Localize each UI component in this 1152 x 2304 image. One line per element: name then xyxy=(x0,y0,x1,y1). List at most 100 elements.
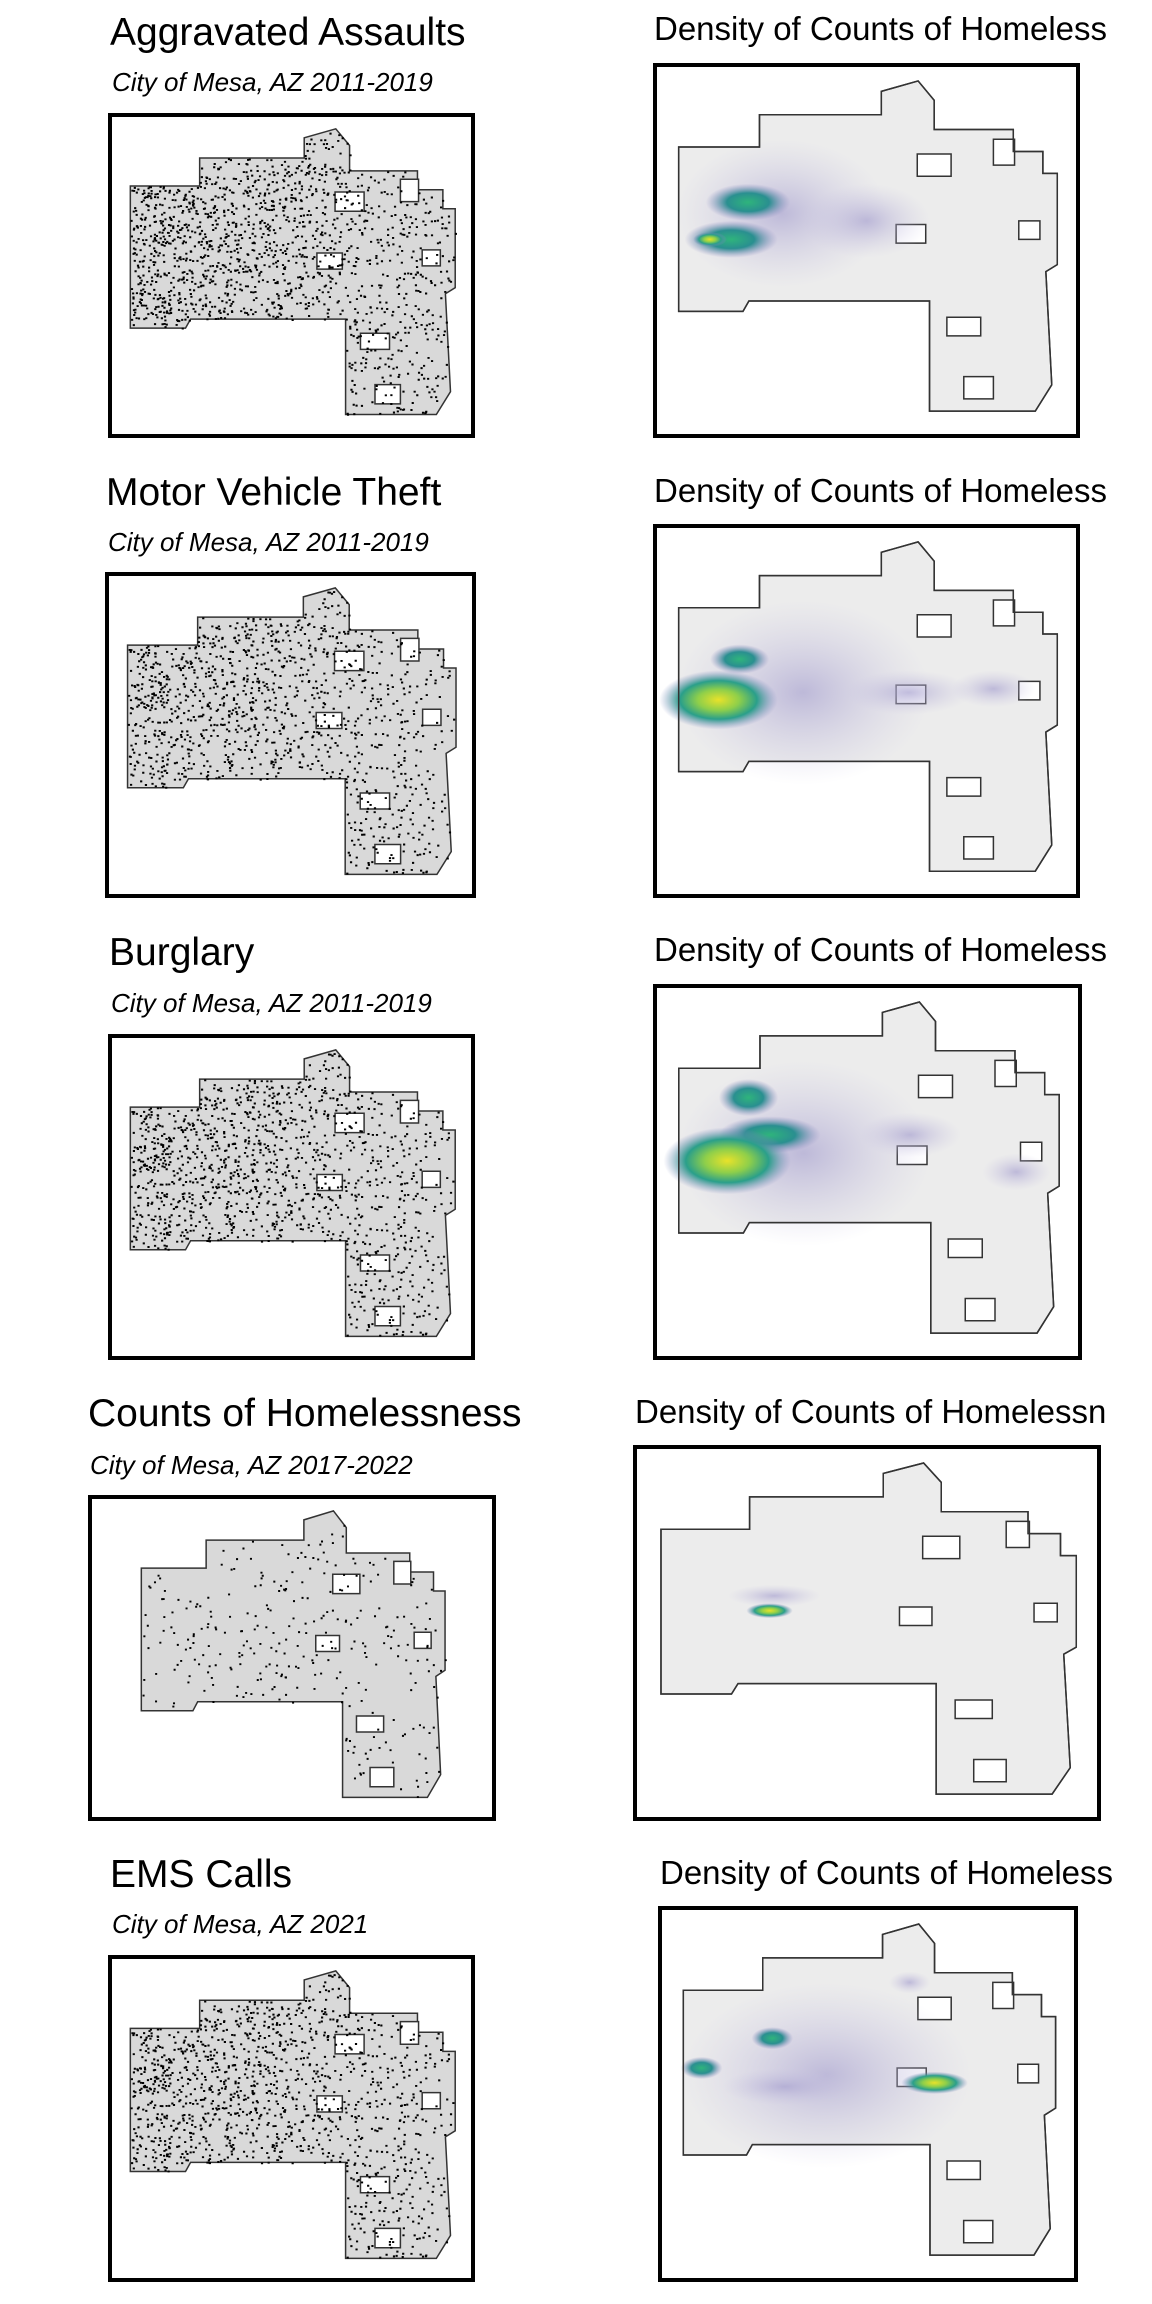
city-boundary-line xyxy=(683,1924,1055,2255)
density-blob xyxy=(845,670,973,715)
panel-subtitle: City of Mesa, AZ 2017-2022 xyxy=(90,1450,413,1480)
boundary-hole xyxy=(995,1060,1016,1086)
boundary-hole xyxy=(899,1607,931,1626)
boundary-hole xyxy=(423,709,441,725)
boundary-hole xyxy=(400,2022,418,2045)
density-blob xyxy=(803,183,930,258)
density-blob xyxy=(684,220,778,258)
density-blob xyxy=(888,1971,931,1994)
boundary-hole xyxy=(965,1298,995,1320)
incident-map xyxy=(128,588,456,875)
density-blob xyxy=(901,2071,968,2094)
density-blob xyxy=(746,1603,793,1619)
density-title: Density of Counts of Homeless xyxy=(660,1854,1113,1891)
incident-map xyxy=(130,1971,455,2259)
density-blob xyxy=(751,2027,794,2050)
boundary-hole xyxy=(947,317,981,336)
boundary-hole xyxy=(335,1113,364,1132)
boundary-hole xyxy=(375,844,401,863)
density-blob xyxy=(659,670,778,730)
boundary-hole xyxy=(422,2093,440,2109)
boundary-hole xyxy=(356,1716,383,1732)
incident-map xyxy=(141,1511,446,1798)
panel-subtitle: City of Mesa, AZ 2011-2019 xyxy=(108,527,429,557)
density-map xyxy=(659,542,1057,871)
boundary-hole xyxy=(923,1536,960,1558)
boundary-hole xyxy=(919,1075,953,1097)
density-map xyxy=(681,1924,1056,2255)
boundary-hole xyxy=(947,2161,980,2180)
boundary-hole xyxy=(333,1574,360,1593)
density-map xyxy=(676,81,1057,411)
boundary-hole xyxy=(414,1632,431,1648)
boundary-hole xyxy=(335,651,364,670)
panel-title: Motor Vehicle Theft xyxy=(106,471,441,514)
density-blob xyxy=(705,183,791,221)
density-title: Density of Counts of Homeless xyxy=(654,472,1107,509)
boundary-hole xyxy=(1018,2064,1039,2083)
boundary-hole xyxy=(1034,1603,1057,1622)
panel-subtitle: City of Mesa, AZ 2021 xyxy=(112,1909,368,1939)
boundary-hole xyxy=(917,154,951,176)
boundary-hole xyxy=(422,250,440,266)
boundary-hole xyxy=(1019,221,1040,240)
panel-subtitle: City of Mesa, AZ 2011-2019 xyxy=(111,988,432,1018)
density-blob xyxy=(663,1127,791,1195)
boundary-hole xyxy=(1006,1521,1029,1547)
boundary-hole xyxy=(400,179,418,201)
boundary-hole xyxy=(974,1759,1006,1781)
boundary-hole xyxy=(993,139,1014,165)
panel-title: Burglary xyxy=(109,931,255,974)
boundary-hole xyxy=(948,1239,982,1258)
boundary-hole xyxy=(375,2228,400,2247)
city-boundary-line xyxy=(679,1002,1059,1333)
city-boundary-line xyxy=(661,1463,1076,1794)
boundary-hole xyxy=(360,793,389,809)
density-blob xyxy=(722,2067,848,2106)
density-blob xyxy=(951,670,1036,708)
boundary-hole xyxy=(375,385,400,404)
density-title: Density of Counts of Homeless xyxy=(654,931,1107,968)
boundary-hole xyxy=(964,837,994,859)
boundary-hole xyxy=(917,615,951,637)
density-map xyxy=(661,1463,1076,1794)
boundary-hole xyxy=(316,1635,340,1651)
incident-map xyxy=(130,129,457,416)
incident-map xyxy=(130,1050,455,1337)
density-blob xyxy=(727,1584,821,1607)
density-blob xyxy=(859,1112,961,1158)
city-boundary-line xyxy=(679,81,1058,411)
boundary-hole xyxy=(335,2035,364,2054)
density-title: Density of Counts of Homelessn xyxy=(635,1393,1106,1430)
boundary-hole xyxy=(947,778,981,797)
boundary-hole xyxy=(360,1255,389,1271)
boundary-hole xyxy=(394,1561,411,1584)
boundary-hole xyxy=(360,2177,389,2193)
boundary-hole xyxy=(955,1700,992,1719)
density-blob xyxy=(693,231,727,247)
panel-title: Counts of Homelessness xyxy=(88,1392,522,1435)
panel-title: EMS Calls xyxy=(110,1853,292,1896)
boundary-hole xyxy=(422,1171,440,1187)
boundary-hole xyxy=(335,192,364,211)
boundary-hole xyxy=(964,2220,993,2242)
density-title: Density of Counts of Homeless xyxy=(654,10,1107,47)
density-blob xyxy=(718,1079,779,1117)
boundary-hole xyxy=(360,333,389,349)
panel-title: Aggravated Assaults xyxy=(110,11,466,54)
boundary-hole xyxy=(993,1982,1014,2008)
boundary-hole xyxy=(993,600,1014,626)
boundary-hole xyxy=(375,1306,400,1325)
boundary-hole xyxy=(400,1100,418,1123)
city-boundary-line xyxy=(679,542,1058,871)
density-blob xyxy=(680,2056,723,2080)
boundary-hole xyxy=(964,377,994,399)
boundary-hole xyxy=(317,253,342,269)
density-map xyxy=(663,1002,1060,1333)
boundary-hole xyxy=(401,638,419,661)
density-blob xyxy=(982,1153,1051,1191)
boundary-hole xyxy=(370,1767,394,1786)
density-blob xyxy=(709,644,770,674)
